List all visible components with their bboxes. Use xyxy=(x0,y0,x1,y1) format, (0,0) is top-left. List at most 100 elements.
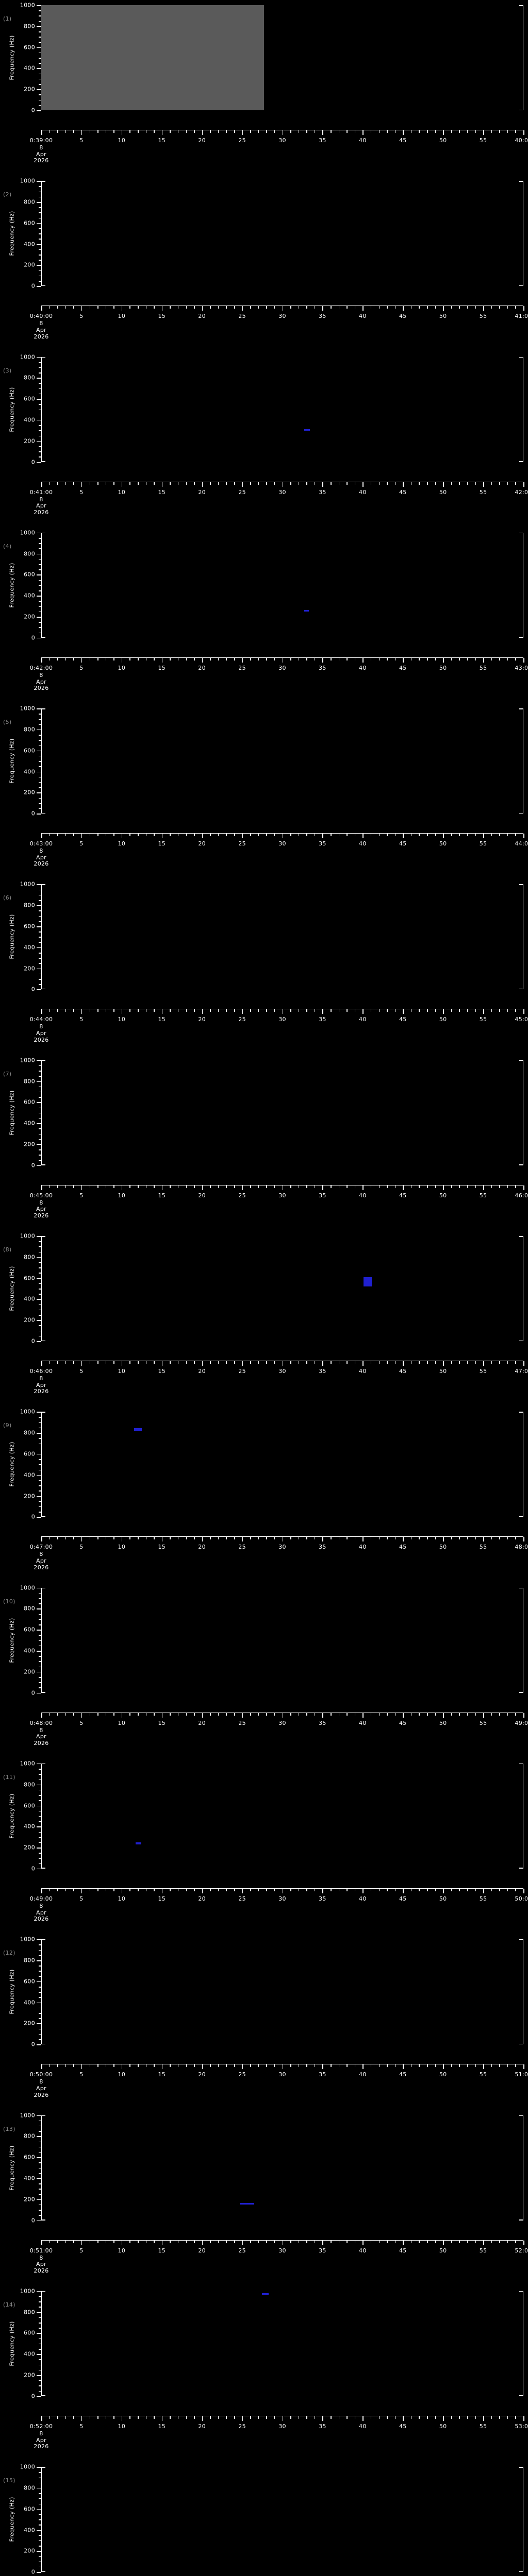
x-axis-tick-minor xyxy=(354,1185,356,1188)
y-axis-tick-minor xyxy=(39,249,41,250)
x-axis-tick-label: 40 xyxy=(359,488,367,496)
y-axis-tick-minor xyxy=(39,1795,41,1796)
y-axis-tick-major xyxy=(37,1475,41,1476)
panel-index-label: (15) xyxy=(3,2477,15,2484)
axes-box[interactable] xyxy=(41,1763,523,1869)
axes-box[interactable] xyxy=(41,708,523,814)
x-axis-tick-minor xyxy=(89,1713,90,1716)
x-axis-tick-major xyxy=(523,306,524,311)
x-axis-tick-label: 25 xyxy=(238,2422,246,2430)
x-axis-tick-minor xyxy=(65,834,67,837)
x-axis-tick-major xyxy=(121,2064,123,2070)
x-axis-tick-major xyxy=(443,1888,444,1893)
plot-area[interactable]: Frequency (Hz) 1000 800 600 400 200 0 (3) 0:41:0… xyxy=(0,352,528,528)
data-raster[interactable] xyxy=(41,2115,523,2221)
x-axis-tick-minor xyxy=(435,2416,436,2419)
data-raster[interactable] xyxy=(41,1236,523,1341)
y-axis-tick-minor xyxy=(39,1139,41,1140)
x-axis-tick-minor xyxy=(475,1009,476,1012)
axes-box[interactable] xyxy=(41,1587,523,1693)
plot-area[interactable]: Frequency (Hz) 1000 800 600 400 200 0 (14) 0:52:… xyxy=(0,2286,528,2462)
x-axis-tick-minor xyxy=(250,657,251,660)
x-axis-tick-major xyxy=(202,2240,203,2245)
axes-box[interactable] xyxy=(41,884,523,990)
y-axis-tick-minor xyxy=(39,1656,41,1657)
axes-box[interactable] xyxy=(41,1236,523,1342)
x-axis-tick-major xyxy=(202,834,203,839)
data-raster[interactable] xyxy=(41,708,523,814)
x-axis-tick-minor xyxy=(499,1537,500,1540)
x-axis-tick-minor xyxy=(467,2064,468,2067)
plot-area[interactable]: Frequency (Hz) 1000 800 600 400 200 0 (1) 0:39:0… xyxy=(0,0,528,176)
data-raster[interactable] xyxy=(41,1764,523,1869)
y-axis-tick-major xyxy=(37,2115,41,2116)
x-axis-tick-minor xyxy=(210,130,211,133)
data-raster[interactable] xyxy=(41,2291,523,2396)
y-axis-tick-major xyxy=(37,2333,41,2334)
y-axis-tick-minor xyxy=(39,1950,41,1951)
plot-area[interactable]: Frequency (Hz) 1000 800 600 400 200 0 (10) 0:48:… xyxy=(0,1583,528,1758)
x-axis-date-label: 8 Apr 2026 xyxy=(34,2430,49,2450)
y-axis-tick-minor xyxy=(39,1800,41,1801)
x-axis-tick-major xyxy=(41,130,42,135)
plot-area[interactable]: Frequency (Hz) 1000 800 600 400 200 0 (4) 0:42:0… xyxy=(0,528,528,703)
axes-box[interactable] xyxy=(41,2467,523,2572)
x-axis-tick-minor xyxy=(451,1537,452,1540)
axes-box[interactable] xyxy=(41,5,523,110)
data-raster[interactable] xyxy=(41,533,523,638)
axes-box[interactable] xyxy=(41,1060,523,1165)
y-axis-tick-label: 1000 xyxy=(20,2,35,9)
data-raster[interactable] xyxy=(41,2467,523,2572)
axes-box[interactable] xyxy=(41,2291,523,2396)
x-axis-tick-minor xyxy=(218,482,219,485)
x-axis-tick-minor xyxy=(97,657,98,660)
plot-area[interactable]: Frequency (Hz) 1000 800 600 400 200 0 (9) 0:47:0… xyxy=(0,1406,528,1582)
plot-area[interactable]: Frequency (Hz)10008006004002000(15)0:53:… xyxy=(0,2462,528,2576)
x-axis-tick-major xyxy=(121,1185,123,1190)
plot-area[interactable]: Frequency (Hz) 1000 800 600 400 200 0 (6) 0:44:0… xyxy=(0,879,528,1055)
plot-area[interactable]: Frequency (Hz) 1000 800 600 400 200 0 (5) 0:43:0… xyxy=(0,703,528,879)
x-axis-tick-minor xyxy=(419,482,420,485)
axes-box[interactable] xyxy=(41,181,523,286)
y-axis-tick-minor xyxy=(39,2524,41,2526)
x-axis-tick-minor xyxy=(467,2240,468,2243)
y-axis-tick-minor xyxy=(39,1448,41,1450)
y-axis-tick-major xyxy=(37,223,41,224)
x-axis-tick-major xyxy=(483,2416,484,2421)
plot-area[interactable]: Frequency (Hz) 1000 800 600 400 200 0 (7) 0:45:0… xyxy=(0,1055,528,1231)
data-raster[interactable] xyxy=(41,1412,523,1517)
plot-area[interactable]: Frequency (Hz) 1000 800 600 400 200 0 (12) 0:50:… xyxy=(0,1934,528,2110)
plot-area[interactable]: Frequency (Hz) 1000 800 600 400 200 0 (11) 0:49:… xyxy=(0,1758,528,1934)
data-raster[interactable] xyxy=(41,1060,523,1165)
x-axis-tick-minor xyxy=(346,834,348,837)
plot-area[interactable]: Frequency (Hz) 1000 800 600 400 200 0 (8) 0:46:0… xyxy=(0,1231,528,1406)
x-axis-tick-label: 5 xyxy=(79,1016,84,1023)
x-axis-tick-minor xyxy=(274,482,275,485)
data-raster[interactable] xyxy=(41,1939,523,2044)
data-raster[interactable] xyxy=(41,884,523,989)
x-axis-tick-minor xyxy=(145,2240,147,2243)
axes-box[interactable] xyxy=(41,357,523,462)
data-raster[interactable] xyxy=(41,357,523,462)
y-axis-tick-minor xyxy=(39,1955,41,1956)
axes-box[interactable] xyxy=(41,1412,523,1517)
x-axis-tick-minor xyxy=(427,1537,428,1540)
panel-index-label: (11) xyxy=(3,1773,15,1781)
data-raster[interactable] xyxy=(41,1588,523,1693)
data-raster[interactable] xyxy=(41,181,523,286)
x-axis-tick-minor xyxy=(97,1009,98,1012)
data-raster[interactable] xyxy=(41,5,523,110)
plot-area[interactable]: Frequency (Hz) 1000 800 600 400 200 0 (13) 0:51:… xyxy=(0,2110,528,2286)
y-axis-tick-minor xyxy=(39,942,41,943)
axes-box[interactable] xyxy=(41,2115,523,2221)
x-axis-tick-minor xyxy=(89,1009,90,1012)
plot-area[interactable]: Frequency (Hz) 1000 800 600 400 200 0 (2) 0:40:0… xyxy=(0,176,528,351)
x-axis-tick-major xyxy=(242,2416,243,2421)
x-axis-tick-major xyxy=(202,1361,203,1366)
axes-box[interactable] xyxy=(41,1939,523,2045)
y-axis-tick-major xyxy=(37,1630,41,1631)
y-axis-tick-minor xyxy=(39,2514,41,2515)
axes-box[interactable] xyxy=(41,532,523,638)
x-axis-tick-label: 40 xyxy=(359,313,367,320)
